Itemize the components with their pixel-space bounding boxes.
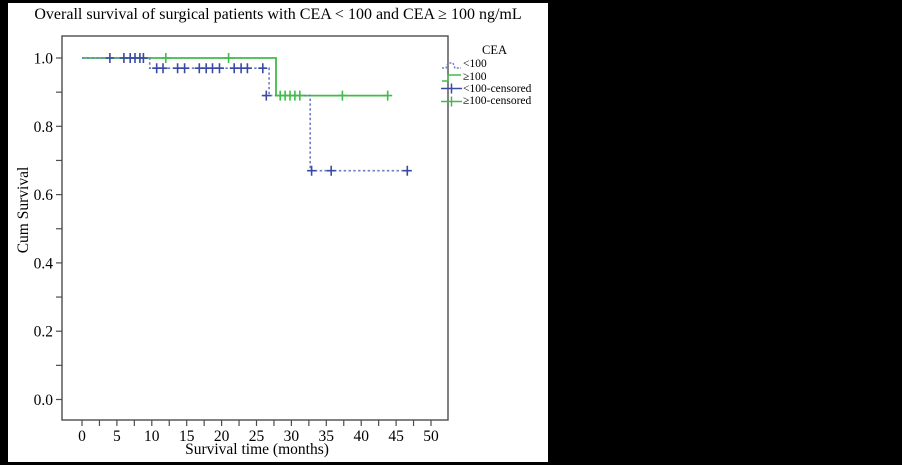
x-tick-label: 0 — [78, 428, 86, 445]
legend: CEA <100 ≥100 <100-censored ≥100-censore… — [441, 43, 548, 108]
plus-marker-blue-icon — [441, 83, 462, 94]
chart-title: Overall survival of surgical patients wi… — [34, 6, 522, 23]
legend-title: CEA — [482, 43, 507, 57]
legend-item-ge100: ≥100 — [441, 70, 548, 83]
legend-item-label: <100-censored — [463, 82, 532, 95]
legend-item-label: ≥100 — [463, 70, 487, 83]
x-tick-label: 50 — [423, 428, 439, 445]
plot-frame — [61, 35, 449, 421]
x-tick-label: 40 — [353, 428, 369, 445]
legend-item-lt100-censored: <100-censored — [441, 83, 548, 95]
censored-markers-ge100 — [161, 53, 393, 101]
y-tick-label: 0.8 — [34, 119, 54, 136]
x-axis-ticks: 0 5 10 15 20 25 30 35 40 45 50 — [78, 420, 439, 445]
y-axis-label: Cum Survival — [15, 166, 32, 254]
legend-item-label: ≥100-censored — [463, 95, 532, 108]
x-tick-label: 25 — [249, 428, 265, 445]
x-tick-label: 30 — [284, 428, 300, 445]
legend-item-ge100-censored: ≥100-censored — [441, 95, 548, 107]
y-tick-label: 0.6 — [34, 187, 54, 204]
x-tick-label: 20 — [214, 428, 230, 445]
x-tick-label: 5 — [113, 428, 121, 445]
plus-marker-green-icon — [441, 96, 462, 107]
series-curve-lt100 — [82, 57, 408, 172]
x-tick-label: 15 — [179, 428, 195, 445]
series-curve-ge100 — [82, 57, 388, 97]
y-tick-label: 0.4 — [34, 255, 54, 272]
x-tick-label: 45 — [388, 428, 404, 445]
y-tick-label: 0.2 — [34, 324, 53, 341]
censored-markers-lt100 — [105, 53, 412, 176]
dashed-step-line-icon — [442, 62, 461, 69]
y-tick-label: 1.0 — [34, 51, 54, 68]
y-tick-label: 0.0 — [34, 392, 54, 409]
x-tick-label: 35 — [319, 428, 335, 445]
legend-item-lt100: <100 — [441, 58, 548, 70]
legend-item-label: <100 — [463, 58, 487, 71]
figure-panel — [8, 3, 548, 462]
x-tick-label: 10 — [144, 428, 160, 445]
x-axis-label: Survival time (months) — [185, 441, 329, 458]
y-axis-ticks: 0.0 0.2 0.4 0.6 0.8 1.0 — [34, 51, 62, 409]
solid-step-line-icon — [442, 74, 461, 82]
